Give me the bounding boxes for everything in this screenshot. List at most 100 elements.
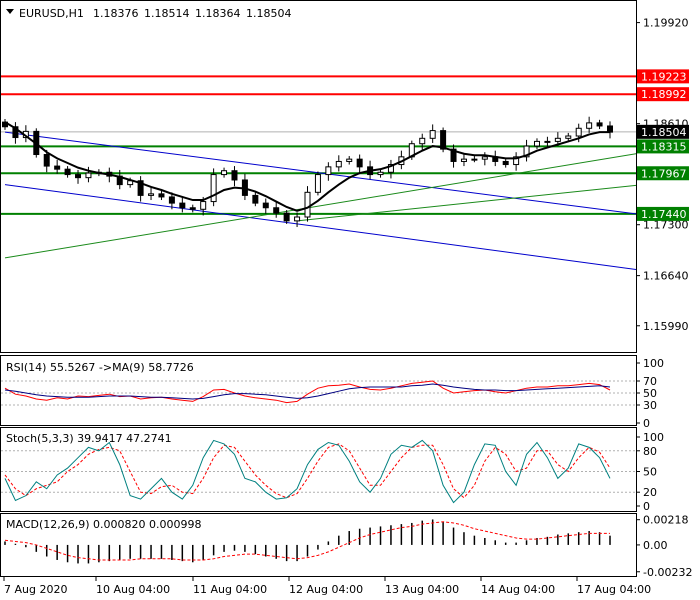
level-badge-label-0: 1.19223 — [641, 70, 687, 83]
stoch-label: Stoch(5,3,3) 39.9417 47.2741 — [6, 432, 172, 445]
candle-body-29 — [304, 191, 311, 218]
xtick-label-2: 11 Aug 04:00 — [193, 583, 267, 596]
candle-body-24 — [252, 194, 259, 204]
candle-body-57 — [596, 122, 603, 127]
ohlc-low: 1.18364 — [195, 7, 241, 20]
macd-bars — [4, 519, 611, 564]
rsi-label: RSI(14) 55.5267 ->MA(9) 58.7726 — [6, 361, 194, 374]
rsi-ytick-label-3: 30 — [643, 399, 657, 412]
candle-body-53 — [554, 137, 561, 142]
macd-signal-line — [4, 521, 610, 561]
candle-body-6 — [64, 168, 71, 176]
rsi-ytick-label-2: 50 — [643, 387, 657, 400]
trendline-3 — [297, 184, 637, 222]
price-ma-line — [4, 121, 610, 212]
candle-body-54 — [565, 135, 572, 139]
trendline-0 — [4, 131, 637, 215]
moving-average — [4, 121, 610, 212]
y-axis-ticks: 1.199201.186101.173001.166401.1599010070… — [636, 17, 692, 579]
stoch-main-line — [4, 439, 611, 504]
stoch-ytick-label-4: 0 — [643, 500, 650, 513]
candle-body-15 — [158, 193, 165, 198]
stoch-ytick-label-0: 100 — [643, 431, 664, 444]
candle-body-49 — [513, 156, 520, 166]
price-ytick-label-2: 1.17300 — [643, 219, 689, 232]
rsi-ytick-label-0: 100 — [643, 357, 664, 370]
candle-body-25 — [262, 202, 269, 209]
candle-body-45 — [471, 158, 478, 161]
candle-body-51 — [533, 140, 540, 147]
ohlc-open: 1.18376 — [93, 7, 139, 20]
candle-body-50 — [523, 145, 530, 158]
ohlc-close: 1.18504 — [246, 7, 292, 20]
candle-body-1 — [12, 126, 19, 139]
candle-body-4 — [43, 154, 50, 167]
stoch-lines — [1, 439, 636, 504]
candle-body-33 — [346, 158, 353, 162]
ohlc-high: 1.18514 — [144, 7, 190, 20]
level-badge-3 — [637, 166, 689, 181]
trendline-2 — [4, 153, 637, 259]
rsi-ytick-label-4: 0 — [643, 417, 650, 430]
level-badge-1 — [637, 87, 689, 102]
level-badge-2 — [637, 139, 689, 154]
xtick-label-4: 13 Aug 04:00 — [385, 583, 459, 596]
candle-body-31 — [325, 166, 332, 176]
current-price-badge-label: 1.18504 — [641, 126, 687, 139]
current-price-badge — [637, 124, 689, 139]
candle-body-17 — [179, 202, 186, 209]
xtick-label-1: 10 Aug 04:00 — [96, 583, 170, 596]
rsi-line — [4, 380, 611, 404]
candle-body-7 — [75, 174, 82, 179]
candle-body-19 — [200, 201, 207, 210]
level-badge-4 — [637, 206, 689, 221]
candle-body-46 — [481, 156, 488, 160]
candle-body-55 — [575, 127, 582, 137]
candle-body-28 — [294, 216, 301, 222]
candle-body-40 — [419, 137, 426, 145]
candle-body-56 — [586, 122, 593, 129]
trendline-1 — [4, 184, 637, 270]
price-candles — [2, 116, 613, 228]
rsi-panel-frame — [0, 355, 637, 426]
stoch-ytick-label-1: 80 — [643, 445, 657, 458]
candle-body-37 — [387, 164, 394, 173]
rsi-lines — [1, 380, 636, 406]
macd-ytick-label-1: 0.00 — [643, 539, 668, 552]
price-ytick-label-4: 1.15990 — [643, 320, 689, 333]
candle-body-43 — [450, 148, 457, 162]
stoch-ytick-label-3: 20 — [643, 486, 657, 499]
candle-body-30 — [314, 174, 321, 193]
symbol-label: EURUSD,H1 — [19, 7, 84, 20]
candle-body-52 — [544, 140, 551, 143]
xtick-label-5: 14 Aug 04:00 — [481, 583, 555, 596]
level-badge-label-3: 1.17967 — [641, 167, 687, 180]
candle-body-21 — [221, 170, 228, 176]
candle-body-13 — [137, 180, 144, 196]
trendlines — [4, 131, 637, 270]
level-badge-label-1: 1.18992 — [641, 88, 687, 101]
stoch-ytick-label-2: 50 — [643, 466, 657, 479]
candle-body-44 — [460, 158, 467, 162]
candle-body-5 — [54, 165, 61, 170]
symbol-dropdown-icon[interactable] — [6, 9, 14, 14]
macd-ytick-label-2: -0.00232 — [643, 566, 692, 579]
candle-body-26 — [273, 207, 280, 214]
price-badges: 1.19223 1.18992 1.18315 1.17967 1.17440 1.185… — [637, 69, 689, 221]
rsi-ytick-label-1: 70 — [643, 375, 657, 388]
candle-body-20 — [210, 174, 217, 203]
candle-body-8 — [85, 172, 92, 179]
candle-body-42 — [440, 130, 447, 150]
stoch-signal-line — [4, 443, 611, 499]
level-badge-0 — [637, 69, 689, 84]
candle-body-48 — [502, 160, 509, 166]
x-axis-ticks: 7 Aug 2020 10 Aug 04:00 11 Aug 04:00 12 Aug… — [3, 577, 651, 596]
price-ytick-label-0: 1.19920 — [643, 17, 689, 30]
xtick-label-6: 17 Aug 04:00 — [577, 583, 651, 596]
candle-body-41 — [429, 130, 436, 139]
candle-body-14 — [148, 193, 155, 196]
rsi-ma-line — [4, 383, 611, 400]
price-ytick-label-3: 1.16640 — [643, 270, 689, 283]
candle-body-34 — [356, 158, 363, 168]
